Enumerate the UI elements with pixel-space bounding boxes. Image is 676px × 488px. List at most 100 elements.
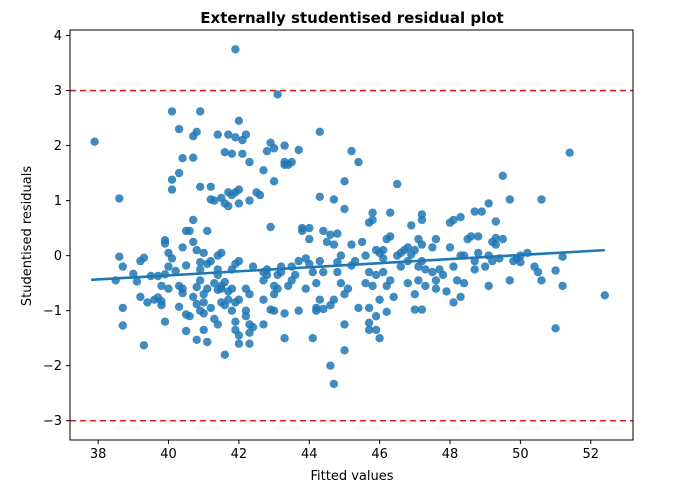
data-point <box>456 212 465 222</box>
data-point <box>466 232 476 241</box>
x-tick-label: 42 <box>231 447 248 462</box>
data-point <box>136 292 145 302</box>
data-point <box>449 298 458 307</box>
data-point <box>224 295 233 304</box>
data-point <box>164 262 173 271</box>
data-point <box>431 234 441 244</box>
data-point <box>537 276 546 285</box>
data-point <box>178 243 187 252</box>
data-point <box>196 182 205 191</box>
data-point <box>255 190 265 200</box>
data-point <box>224 130 233 139</box>
data-point <box>456 292 465 302</box>
data-point <box>301 284 310 293</box>
data-point <box>361 279 370 288</box>
data-point <box>210 196 219 205</box>
data-point <box>262 146 272 156</box>
data-point <box>481 262 490 271</box>
data-point <box>259 320 268 329</box>
data-point <box>192 335 201 344</box>
data-point <box>379 245 388 255</box>
data-point <box>143 298 152 307</box>
data-point <box>245 196 254 205</box>
data-point <box>417 240 427 249</box>
data-point <box>336 251 346 260</box>
data-point <box>192 127 201 136</box>
x-tick-label: 44 <box>301 447 318 462</box>
data-point <box>118 303 128 313</box>
data-point <box>364 318 374 327</box>
data-point <box>298 226 307 236</box>
data-point <box>206 256 215 266</box>
y-axis-label: Studentised residuals <box>20 166 35 306</box>
data-point <box>336 279 346 288</box>
data-point <box>217 248 226 258</box>
data-point <box>248 262 258 271</box>
data-point <box>357 237 367 247</box>
data-point <box>329 379 339 389</box>
data-point <box>220 277 229 287</box>
data-point <box>245 339 254 348</box>
data-point <box>280 141 289 150</box>
data-point <box>312 303 321 313</box>
data-point <box>326 230 335 239</box>
data-point <box>474 248 483 258</box>
data-point <box>139 253 149 262</box>
data-point <box>329 240 339 249</box>
data-point <box>157 281 166 291</box>
data-point <box>280 309 289 318</box>
data-point <box>322 237 332 247</box>
data-point <box>269 177 279 186</box>
data-point <box>407 221 416 230</box>
data-point <box>410 290 419 299</box>
data-point <box>326 361 335 370</box>
data-point <box>174 302 184 311</box>
data-point <box>379 267 388 277</box>
data-point <box>234 339 244 348</box>
data-point <box>558 252 567 261</box>
data-point <box>558 281 567 291</box>
data-point <box>213 320 222 329</box>
data-point <box>241 130 251 139</box>
y-tick-label: 1 <box>54 194 62 209</box>
x-tick-label: 52 <box>583 447 600 462</box>
data-point <box>484 281 493 291</box>
data-point <box>375 334 384 343</box>
data-point <box>231 317 240 326</box>
data-point <box>234 185 244 194</box>
data-point <box>368 215 377 225</box>
data-point <box>600 291 609 300</box>
x-tick-label: 48 <box>442 447 459 462</box>
data-point <box>386 232 395 241</box>
data-point <box>115 252 124 261</box>
data-point <box>428 243 437 252</box>
data-point <box>403 279 412 288</box>
data-point <box>421 265 430 274</box>
data-point <box>234 331 244 340</box>
data-point <box>164 284 173 293</box>
data-point <box>364 325 374 335</box>
data-point <box>361 251 370 260</box>
data-point <box>537 195 546 204</box>
data-point <box>308 267 317 277</box>
data-point <box>241 312 251 321</box>
data-point <box>379 254 388 263</box>
data-point <box>371 270 381 280</box>
data-point <box>259 166 268 175</box>
data-point <box>238 149 247 158</box>
data-point <box>403 243 412 252</box>
y-tick-label: −3 <box>43 414 62 429</box>
y-tick-label: 4 <box>54 29 62 44</box>
data-point <box>269 306 279 315</box>
x-axis-label: Fitted values <box>310 469 393 484</box>
data-point <box>196 107 205 116</box>
data-point <box>199 248 208 258</box>
data-point <box>210 279 219 288</box>
data-point <box>340 204 349 214</box>
data-point <box>203 226 212 236</box>
data-point <box>231 45 240 54</box>
data-point <box>488 256 497 266</box>
data-point <box>167 185 177 194</box>
data-point <box>410 305 419 314</box>
